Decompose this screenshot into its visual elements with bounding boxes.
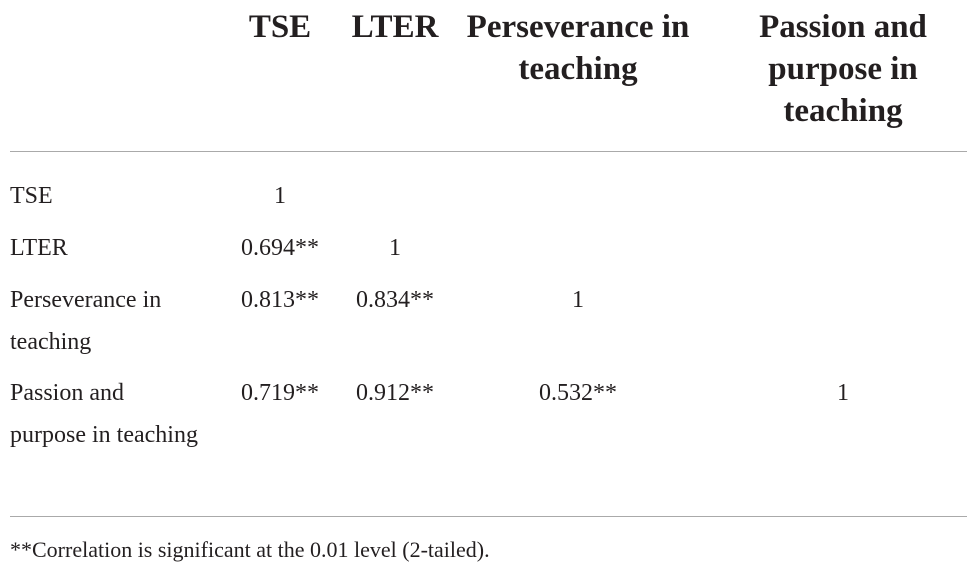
- cell: 1: [837, 380, 849, 406]
- header-rule: [10, 151, 967, 152]
- cell: 0.813**: [241, 287, 319, 313]
- cell: 0.532**: [539, 380, 617, 406]
- header-cell: TSE: [248, 9, 312, 45]
- cell: 1: [389, 235, 401, 261]
- header-cell: LTER: [351, 9, 439, 45]
- header-cell: Passion and purpose in teaching: [759, 9, 927, 129]
- header-cell: Perseverance in teaching: [466, 9, 690, 87]
- cell: 0.834**: [356, 287, 434, 313]
- cell: 1: [274, 183, 286, 209]
- row-label: TSE: [10, 183, 53, 209]
- cell: 0.694**: [241, 235, 319, 261]
- cell: 0.912**: [356, 380, 434, 406]
- row-label: Perseverance in teaching: [10, 287, 162, 355]
- row-label: LTER: [10, 235, 68, 261]
- bottom-rule: [10, 516, 967, 517]
- cell: 0.719**: [241, 380, 319, 406]
- cell: 1: [572, 287, 584, 313]
- footnote: **Correlation is significant at the 0.01…: [10, 537, 490, 562]
- row-label: Passion and purpose in teaching: [10, 380, 198, 448]
